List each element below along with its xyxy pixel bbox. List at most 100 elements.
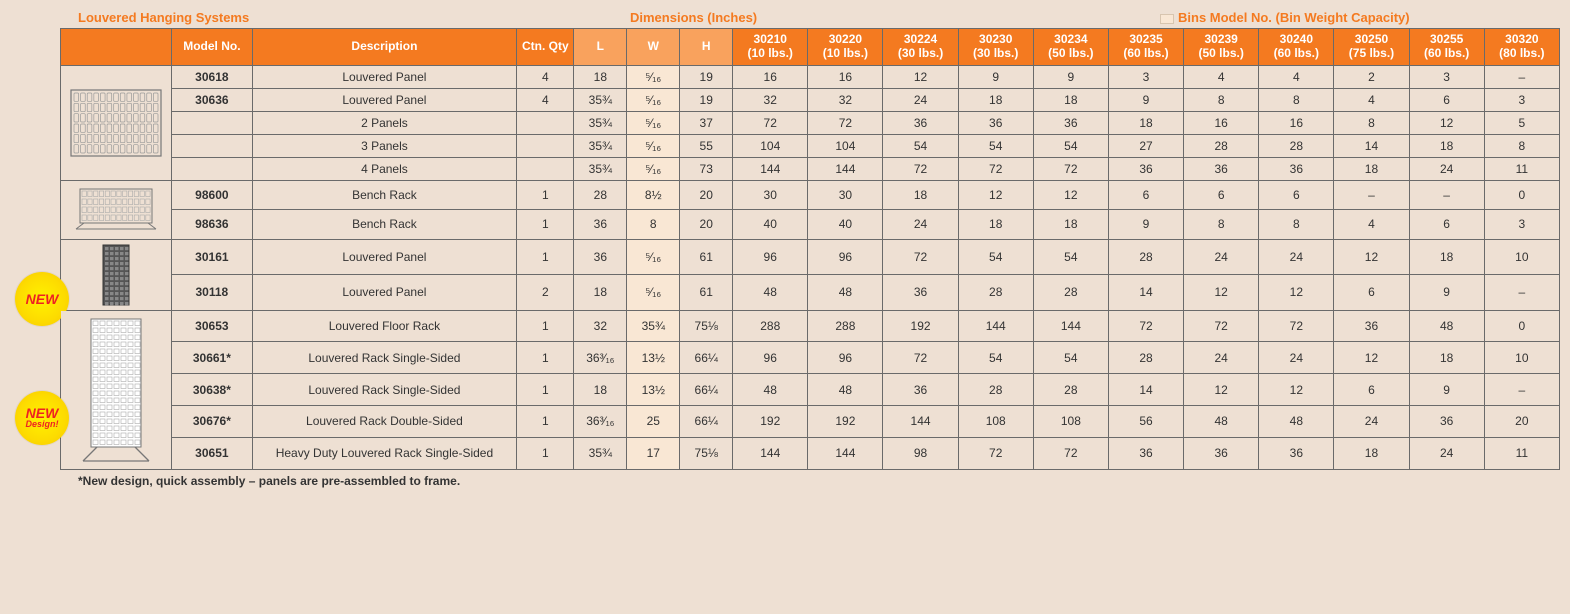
cell-bin-30234: 54 — [1033, 134, 1108, 157]
cell-bin-30230: 54 — [958, 239, 1033, 275]
cell-bin-30250: 18 — [1334, 157, 1409, 180]
cell-bin-30230: 108 — [958, 405, 1033, 437]
table-row: 98636Bench Rack1368204040241818988463 — [61, 210, 1560, 240]
cell-width: ⁵⁄₁₆ — [627, 111, 680, 134]
table-body: 30618Louvered Panel418⁵⁄₁₆19161612993442… — [61, 65, 1560, 469]
cell-bin-30255: 9 — [1409, 275, 1484, 311]
cell-bin-30235: 9 — [1108, 210, 1183, 240]
cell-qty — [517, 111, 574, 134]
bins-title: Bins Model No. (Bin Weight Capacity) — [1160, 10, 1410, 25]
cell-qty: 1 — [517, 405, 574, 437]
cell-bin-30235: 3 — [1108, 65, 1183, 88]
cell-bin-30235: 6 — [1108, 180, 1183, 210]
cell-bin-30240: 28 — [1259, 134, 1334, 157]
col-width: W — [627, 29, 680, 66]
cell-bin-30210: 48 — [733, 275, 808, 311]
new-design-badge: NEWDesign! — [15, 391, 69, 445]
col-bin-30240: 30240(60 lbs.) — [1259, 29, 1334, 66]
cell-bin-30210: 144 — [733, 437, 808, 469]
cell-bin-30224: 72 — [883, 157, 958, 180]
cell-bin-30224: 36 — [883, 374, 958, 406]
product-image-cell — [61, 65, 172, 180]
cell-height: 19 — [680, 65, 733, 88]
section-title: Louvered Hanging Systems — [78, 10, 249, 25]
col-ctn-qty: Ctn. Qty — [517, 29, 574, 66]
cell-bin-30220: 104 — [808, 134, 883, 157]
cell-bin-30250: 4 — [1334, 210, 1409, 240]
cell-qty: 1 — [517, 342, 574, 374]
cell-qty: 1 — [517, 239, 574, 275]
col-bin-30250: 30250(75 lbs.) — [1334, 29, 1409, 66]
col-bin-30320: 30320(80 lbs.) — [1484, 29, 1559, 66]
cell-bin-30320: – — [1484, 374, 1559, 406]
cell-bin-30320: – — [1484, 65, 1559, 88]
cell-bin-30230: 72 — [958, 437, 1033, 469]
cell-bin-30250: 6 — [1334, 275, 1409, 311]
table-header: Model No. Description Ctn. Qty L W H 302… — [61, 29, 1560, 66]
cell-model — [172, 157, 252, 180]
cell-bin-30239: 8 — [1184, 210, 1259, 240]
section-titles: Louvered Hanging Systems Dimensions (Inc… — [60, 10, 1560, 28]
cell-bin-30239: 28 — [1184, 134, 1259, 157]
cell-bin-30320: 11 — [1484, 157, 1559, 180]
table-row: 30118Louvered Panel218⁵⁄₁₆61484836282814… — [61, 275, 1560, 311]
cell-bin-30320: 5 — [1484, 111, 1559, 134]
cell-width: 13½ — [627, 342, 680, 374]
cell-bin-30235: 56 — [1108, 405, 1183, 437]
col-bin-30224: 30224(30 lbs.) — [883, 29, 958, 66]
cell-bin-30250: 14 — [1334, 134, 1409, 157]
table-row: NEWDesign!30653Louvered Floor Rack13235¾… — [61, 310, 1560, 342]
cell-bin-30240: 36 — [1259, 437, 1334, 469]
cell-bin-30240: 24 — [1259, 239, 1334, 275]
cell-bin-30220: 144 — [808, 437, 883, 469]
cell-qty: 1 — [517, 374, 574, 406]
table-row: 30618Louvered Panel418⁵⁄₁₆19161612993442… — [61, 65, 1560, 88]
cell-bin-30230: 72 — [958, 157, 1033, 180]
cell-bin-30250: 12 — [1334, 342, 1409, 374]
cell-description: Louvered Panel — [252, 88, 517, 111]
cell-bin-30239: 36 — [1184, 157, 1259, 180]
cell-description: Louvered Panel — [252, 275, 517, 311]
cell-height: 61 — [680, 239, 733, 275]
cell-bin-30320: 20 — [1484, 405, 1559, 437]
cell-width: ⁵⁄₁₆ — [627, 134, 680, 157]
cell-bin-30239: 24 — [1184, 239, 1259, 275]
cell-bin-30240: 16 — [1259, 111, 1334, 134]
cell-bin-30255: 18 — [1409, 134, 1484, 157]
cell-width: ⁵⁄₁₆ — [627, 65, 680, 88]
cell-bin-30230: 28 — [958, 374, 1033, 406]
cell-bin-30240: 4 — [1259, 65, 1334, 88]
cell-height: 61 — [680, 275, 733, 311]
cell-bin-30235: 14 — [1108, 374, 1183, 406]
cell-bin-30230: 144 — [958, 310, 1033, 342]
cell-bin-30239: 12 — [1184, 374, 1259, 406]
cell-model: 30651 — [172, 437, 252, 469]
cell-bin-30320: 10 — [1484, 342, 1559, 374]
cell-description: Bench Rack — [252, 210, 517, 240]
cell-bin-30250: 12 — [1334, 239, 1409, 275]
cell-height: 37 — [680, 111, 733, 134]
cell-length: 36 — [574, 239, 627, 275]
cell-height: 66¼ — [680, 405, 733, 437]
cell-bin-30240: 12 — [1259, 275, 1334, 311]
cell-bin-30224: 18 — [883, 180, 958, 210]
cell-model: 98600 — [172, 180, 252, 210]
cell-bin-30320: – — [1484, 275, 1559, 311]
cell-length: 18 — [574, 374, 627, 406]
cell-bin-30235: 9 — [1108, 88, 1183, 111]
cell-bin-30230: 28 — [958, 275, 1033, 311]
cell-bin-30210: 40 — [733, 210, 808, 240]
cell-bin-30234: 28 — [1033, 275, 1108, 311]
cell-bin-30255: 18 — [1409, 239, 1484, 275]
cell-qty: 4 — [517, 88, 574, 111]
cell-length: 35¾ — [574, 134, 627, 157]
cell-bin-30250: 4 — [1334, 88, 1409, 111]
cell-length: 36³⁄₁₆ — [574, 405, 627, 437]
cell-bin-30220: 72 — [808, 111, 883, 134]
cell-bin-30220: 96 — [808, 342, 883, 374]
cell-width: 17 — [627, 437, 680, 469]
cell-bin-30210: 144 — [733, 157, 808, 180]
cell-bin-30210: 96 — [733, 239, 808, 275]
cell-bin-30235: 14 — [1108, 275, 1183, 311]
table-row: 3 Panels35¾⁵⁄₁₆5510410454545427282814188 — [61, 134, 1560, 157]
